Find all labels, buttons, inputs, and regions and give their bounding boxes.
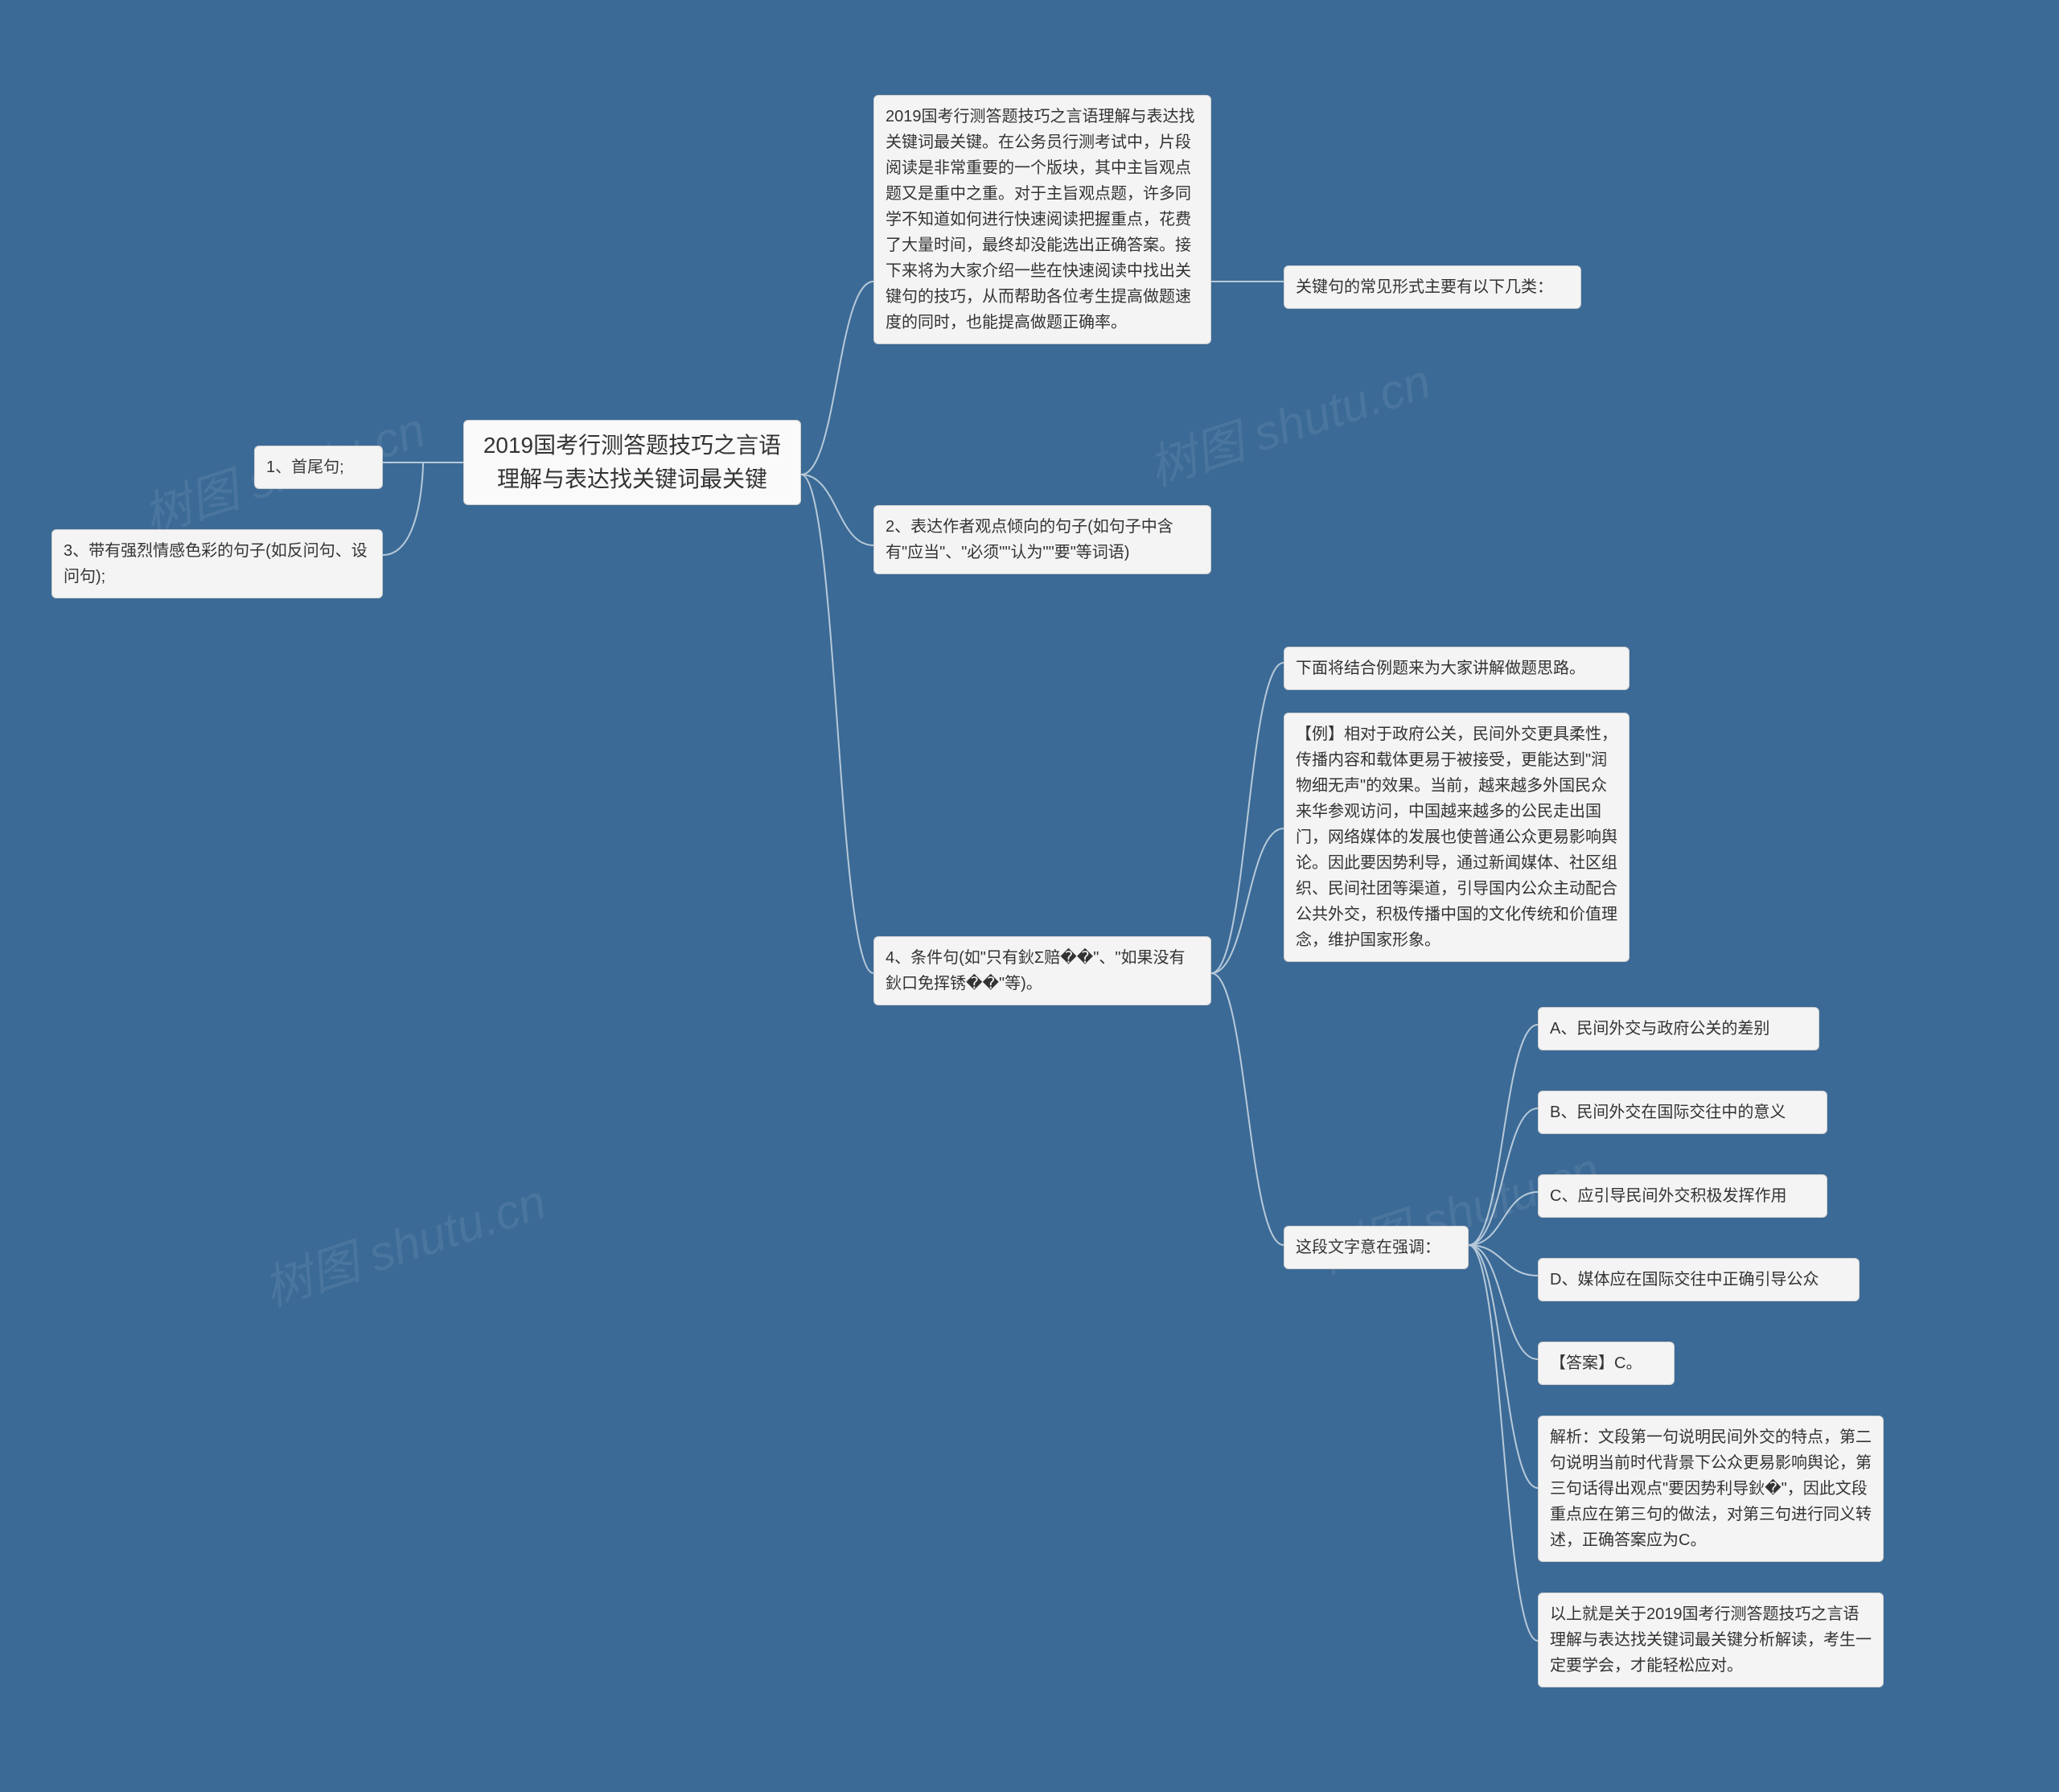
node-r4-1: 下面将结合例题来为大家讲解做题思路。 — [1284, 647, 1630, 690]
node-opt-c: C、应引导民间外交积极发挥作用 — [1538, 1174, 1827, 1218]
node-explain: 解析：文段第一句说明民间外交的特点，第二句说明当前时代背景下公众更易影响舆论，第… — [1538, 1416, 1884, 1562]
node-opt-b: B、民间外交在国际交往中的意义 — [1538, 1091, 1827, 1134]
node-intro: 2019国考行测答题技巧之言语理解与表达找关键词最关键。在公务员行测考试中，片段… — [873, 95, 1211, 344]
root-node: 2019国考行测答题技巧之言语理解与表达找关键词最关键 — [463, 420, 801, 505]
node-intro-child: 关键句的常见形式主要有以下几类： — [1284, 265, 1581, 309]
node-opt-d: D、媒体应在国际交往中正确引导公众 — [1538, 1258, 1860, 1301]
watermark: 树图 shutu.cn — [253, 1163, 553, 1320]
watermark: 树图 shutu.cn — [1138, 343, 1438, 499]
node-l3: 3、带有强烈情感色彩的句子(如反问句、设问句); — [51, 529, 383, 598]
node-r2: 2、表达作者观点倾向的句子(如句子中含有"应当"、"必须""认为""要"等词语) — [873, 505, 1211, 574]
node-r4-3: 这段文字意在强调： — [1284, 1226, 1469, 1269]
node-l1: 1、首尾句; — [254, 446, 383, 489]
node-r4: 4、条件句(如"只有鈥Σ赔��"、"如果没有鈥口免挥锈��"等)。 — [873, 936, 1211, 1005]
node-answer: 【答案】C。 — [1538, 1342, 1675, 1385]
node-r4-2: 【例】相对于政府公关，民间外交更具柔性，传播内容和载体更易于被接受，更能达到"润… — [1284, 713, 1630, 962]
node-opt-a: A、民间外交与政府公关的差别 — [1538, 1007, 1819, 1050]
node-conclusion: 以上就是关于2019国考行测答题技巧之言语理解与表达找关键词最关键分析解读，考生… — [1538, 1593, 1884, 1687]
